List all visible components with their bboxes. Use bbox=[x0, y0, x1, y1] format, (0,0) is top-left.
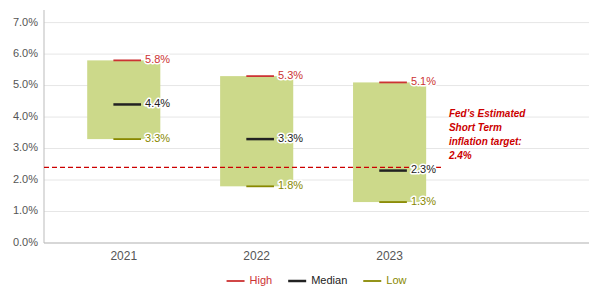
y-tick-label: 7.0% bbox=[13, 16, 38, 28]
y-tick-label: 1.0% bbox=[13, 204, 38, 216]
legend-label: Low bbox=[386, 274, 406, 286]
data-label: 3.3% bbox=[278, 132, 303, 144]
data-label: 3.3% bbox=[145, 132, 170, 144]
marks bbox=[44, 60, 443, 202]
marker-dash bbox=[379, 201, 407, 203]
grid-line bbox=[44, 180, 589, 181]
x-axis-line bbox=[44, 243, 589, 244]
y-tick-label: 2.0% bbox=[13, 173, 38, 185]
data-label: 5.3% bbox=[278, 69, 303, 81]
data-label: 1.3% bbox=[411, 195, 436, 207]
range-bar bbox=[353, 82, 426, 202]
grid bbox=[44, 23, 589, 243]
x-tick-label: 2023 bbox=[376, 249, 403, 263]
grid-line bbox=[44, 148, 589, 149]
data-label: 4.4% bbox=[145, 97, 170, 109]
legend-label: Median bbox=[311, 274, 347, 286]
legend-swatch bbox=[288, 280, 306, 283]
legend-swatch bbox=[227, 280, 245, 282]
y-axis-line bbox=[44, 10, 45, 243]
y-tick-label: 0.0% bbox=[13, 236, 38, 248]
data-label: 1.8% bbox=[278, 179, 303, 191]
y-tick-label: 5.0% bbox=[13, 78, 38, 90]
marker-dash bbox=[246, 75, 274, 77]
marker-dash bbox=[113, 103, 141, 106]
grid-line bbox=[44, 211, 589, 212]
data-label: 5.1% bbox=[411, 75, 436, 87]
marker-dash bbox=[379, 82, 407, 84]
y-tick-label: 3.0% bbox=[13, 141, 38, 153]
data-label: 2.3% bbox=[411, 163, 436, 175]
x-tick-label: 2021 bbox=[110, 249, 137, 263]
marker-dash bbox=[246, 138, 274, 141]
grid-line bbox=[44, 54, 589, 55]
chart: 0.0% 1.0% 2.0% 3.0% 4.0% 5.0% 6.0% 7.0% 2021 2022… bbox=[0, 0, 599, 295]
reference-line bbox=[44, 167, 443, 168]
marker-dash bbox=[379, 169, 407, 172]
legend-swatch bbox=[363, 280, 381, 282]
grid-line bbox=[44, 243, 589, 244]
marker-dash bbox=[113, 138, 141, 140]
legend-label: High bbox=[250, 274, 273, 286]
marker-dash bbox=[113, 59, 141, 61]
y-tick-label: 4.0% bbox=[13, 110, 38, 122]
grid-line bbox=[44, 22, 589, 23]
x-tick-label: 2022 bbox=[243, 249, 270, 263]
annotation: Fed’s EstimatedShort Terminflation targe… bbox=[448, 108, 526, 161]
legend: High Median Low bbox=[227, 274, 407, 286]
y-tick-label: 6.0% bbox=[13, 47, 38, 59]
data-label: 5.8% bbox=[145, 53, 170, 65]
marker-dash bbox=[246, 185, 274, 187]
labels: Fed’s EstimatedShort Terminflation targe… bbox=[145, 53, 526, 207]
